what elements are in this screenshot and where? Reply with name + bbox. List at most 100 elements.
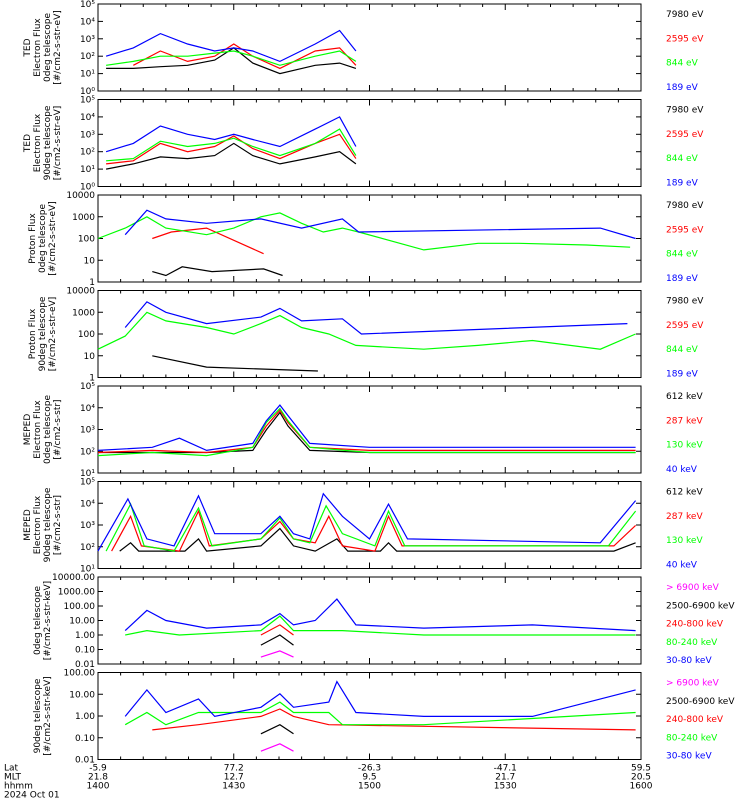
panel-4: 1 10 100 1000 10000 Proton Flux 90deg telescop… [28,287,704,384]
panel-8: 0.01 0.10 1.00 10.00 100.00 90deg telescope [#… [33,669,735,766]
y-axis-label-line: 0deg telescope [43,13,53,83]
series-line [106,50,357,66]
footer-lat: -5.9 [89,764,107,774]
footer-hhmm: 1530 [494,782,517,792]
legend-entry: 189 eV [666,274,699,284]
legend-entry: 2595 eV [666,321,704,331]
series-line [260,624,294,636]
series-line [152,708,636,731]
legend-entry: 240-800 keV [666,715,724,725]
y-tick-label: 10² [80,52,95,62]
y-tick-label: 10² [80,543,95,553]
y-tick-label: 1000.00 [58,588,95,598]
legend-entry: 287 keV [666,416,703,426]
y-tick-label: 10000.00 [52,573,95,583]
y-tick-label: 10¹ [80,469,95,479]
y-axis-label: MEPED Electron Flux 90deg telescope [#/cm2-… [23,487,63,562]
series-line [105,142,357,170]
y-axis-label: 0deg telescope [#/cm2-s-str-keV] [33,581,53,660]
y-axis-label-line: [#/cm2-s-str-keV] [43,581,53,660]
y-tick-label: 100.00 [64,669,96,679]
legend-entry: 2500-6900 keV [666,697,735,707]
y-tick-label: 10⁴ [80,404,95,414]
legend-entry: 7980 eV [666,106,704,116]
series-line [105,116,357,153]
y-axis-label-line: TED [23,134,33,153]
y-axis-label: TED Electron Flux 90deg telescope [#/cm2-s-… [23,105,63,180]
y-tick-label: 10.00 [69,617,95,627]
y-axis-label-line: [#/cm2-s-str] [53,399,63,459]
footer-hhmm: 1500 [358,782,381,792]
series-line [106,128,357,162]
y-axis-label: 90deg telescope [#/cm2-s-str-keV] [33,676,53,755]
y-tick-label: 10.00 [69,690,95,700]
legend-entry: > 6900 keV [666,679,720,689]
legend-entry: 7980 eV [666,201,704,211]
legend-entry: 2595 eV [666,34,704,44]
y-axis-label-line: 90deg telescope [38,296,48,371]
series-line [105,502,637,552]
footer-lat: 59.5 [631,764,651,774]
series-line [124,598,636,632]
legend-entry: 80-240 keV [666,638,718,648]
y-axis-label-line: [#/cm2-s-str-keV] [43,676,53,755]
series-line [98,411,636,454]
legend-entry: 2500-6900 keV [666,601,735,611]
series-line [260,634,294,646]
y-tick-label: 0.01 [75,660,95,670]
footer-mlt: 21.7 [495,773,515,783]
y-tick-label: 10⁴ [80,499,95,509]
y-tick-label: 10⁵ [80,96,95,106]
y-tick-label: 1.00 [75,631,95,641]
plot-frame [97,576,642,665]
legend-entry: 2595 eV [666,225,704,235]
y-tick-label: 10000 [66,191,95,201]
panel-1: 10⁰ 10¹ 10² 10³ 10⁴ 10⁵ TED Electron Flux 0deg t… [23,0,704,97]
legend-entry: 189 eV [666,370,699,380]
legend-entry: 189 eV [666,83,699,93]
y-tick-label: 10¹ [80,165,95,175]
series-line [260,724,294,735]
y-axis-label: MEPED Electron Flux 0deg telescope [#/cm2-s… [23,395,63,465]
series-line [97,311,636,350]
legend-entry: 30-80 keV [666,752,712,762]
legend-entry: 130 keV [666,441,703,451]
legend-entry: 612 keV [666,488,703,498]
legend-entry: 130 keV [666,536,703,546]
series-line [260,650,294,658]
footer-lat: -47.1 [494,764,517,774]
footer-lat: 77.2 [224,764,244,774]
y-axis-label-line: MEPED [23,509,33,541]
legend-entry: 612 keV [666,392,703,402]
y-axis-label-line: TED [23,38,33,57]
date-label: 2024 Oct 01 [4,791,60,801]
y-tick-label: 10000 [66,287,95,297]
plot-frame [97,481,642,569]
y-axis-label-line: 90deg telescope [33,678,43,753]
series-line [124,701,636,726]
y-tick-label: 1 [89,278,95,288]
y-tick-label: 10⁰ [80,87,95,97]
panel-5: 10¹ 10² 10³ 10⁴ 10⁵ MEPED Electron Flux 0deg te… [23,382,703,479]
y-tick-label: 10² [80,447,95,457]
y-tick-label: 10³ [80,426,95,436]
y-tick-label: 1000 [72,213,95,223]
y-tick-label: 10³ [80,521,95,531]
series-line [124,680,636,718]
legend-entry: 40 keV [666,561,698,571]
y-tick-label: 10 [84,352,96,362]
series-line [97,407,636,457]
y-tick-label: 10⁴ [80,17,95,27]
legend-entry: 7980 eV [666,10,704,20]
legend-entry: 844 eV [666,250,699,260]
y-axis-label: Proton Flux 0deg telescope [#/cm2-s-str-eV… [28,201,58,276]
panel-3: 1 10 100 1000 10000 Proton Flux 0deg telescope… [28,191,704,288]
panel-7: 0.010.101.0010.00100.001000.0010000.000d… [33,573,735,670]
y-axis-label-line: Electron Flux [33,113,43,172]
y-tick-label: 10⁵ [80,382,95,392]
y-tick-label: 0.10 [75,646,95,656]
y-tick-label: 100 [78,330,95,340]
y-axis-label-line: [#/cm2-s-str-eV] [53,10,63,85]
series-line [152,227,264,255]
footer-mlt: 20.5 [631,773,651,783]
